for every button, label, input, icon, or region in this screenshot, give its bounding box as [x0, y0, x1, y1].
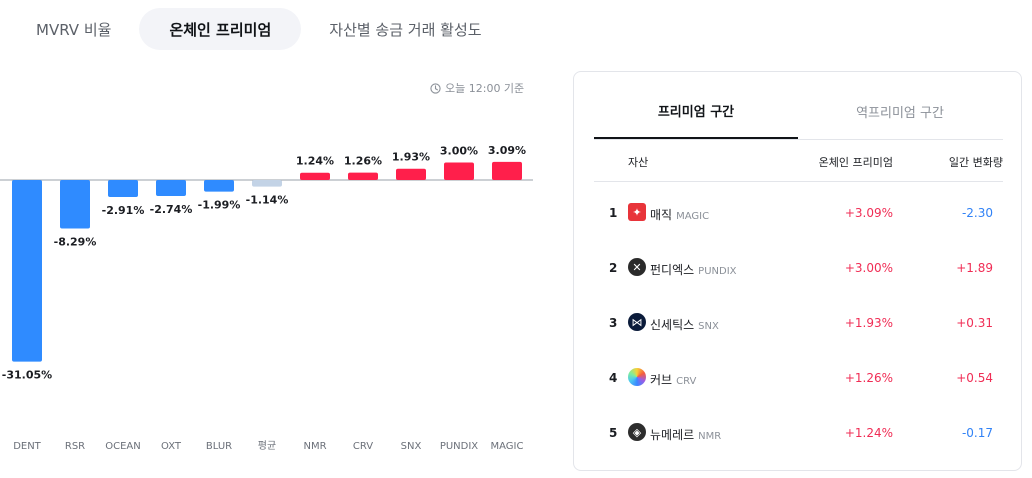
data-label: 3.09% — [488, 144, 526, 157]
daily-change-value: +0.54 — [956, 371, 993, 385]
header-premium: 온체인 프리미엄 — [818, 156, 893, 169]
x-tick-label: MAGIC — [491, 441, 524, 452]
table-row[interactable]: 2 ✕ 펀디엑스 PUNDIX +3.00% +1.89 — [594, 254, 1003, 284]
x-tick-label: 평균 — [258, 440, 276, 452]
table-row[interactable]: 4 커브 CRV +1.26% +0.54 — [594, 364, 1003, 394]
bar-ocean — [108, 180, 138, 198]
asset-name: 신세틱스 SNX — [650, 316, 719, 333]
asset-name: 매직 MAGIC — [650, 206, 709, 223]
data-label: -1.99% — [198, 199, 241, 212]
asset-symbol: PUNDIX — [698, 266, 737, 277]
tab-mvrv[interactable]: MVRV 비율 — [36, 20, 112, 39]
x-tick-label: SNX — [401, 441, 422, 452]
daily-change-value: +0.31 — [956, 316, 993, 330]
data-label: -2.74% — [150, 203, 193, 216]
x-tick-label: DENT — [13, 441, 41, 452]
asset-name-ko: 신세틱스 — [650, 318, 695, 332]
rank-number: 5 — [609, 426, 618, 440]
premium-value: +3.00% — [844, 261, 893, 275]
crv-coin-icon — [628, 368, 646, 386]
data-label: 3.00% — [440, 144, 478, 157]
clock-icon — [430, 82, 441, 94]
rank-number: 4 — [609, 371, 618, 385]
asset-name: 커브 CRV — [650, 371, 696, 388]
data-label: -1.14% — [246, 194, 289, 207]
updated-time: 오늘 12:00 기준 — [430, 80, 524, 96]
bar-pundix — [444, 162, 474, 180]
asset-symbol: SNX — [698, 321, 719, 332]
data-label: 1.24% — [296, 155, 334, 168]
asset-name: 펀디엑스 PUNDIX — [650, 261, 737, 278]
data-label: -8.29% — [54, 235, 97, 248]
ranking-panel: 프리미엄 구간 역프리미엄 구간 자산 온체인 프리미엄 일간 변화량 1 ✦ 매직… — [573, 71, 1022, 471]
bar-oxt — [156, 180, 186, 197]
panel-tabs: 프리미엄 구간 역프리미엄 구간 — [594, 72, 1003, 140]
x-tick-label: PUNDIX — [440, 441, 478, 452]
bar-magic — [492, 161, 522, 180]
x-tick-label: RSR — [65, 441, 85, 452]
snx-coin-icon: ⋈ — [628, 313, 646, 331]
updated-label: 오늘 12:00 기준 — [445, 82, 525, 95]
tab-bar: MVRV 비율 온체인 프리미엄 자산별 송금 거래 활성도 — [14, 8, 504, 50]
x-tick-label: OXT — [161, 441, 182, 452]
tab-onchain-premium[interactable]: 온체인 프리미엄 — [139, 8, 302, 50]
rank-number: 1 — [609, 206, 618, 220]
premium-value: +3.09% — [844, 206, 893, 220]
asset-symbol: MAGIC — [676, 211, 710, 222]
x-tick-label: OCEAN — [105, 441, 141, 452]
asset-name-ko: 펀디엑스 — [650, 263, 695, 277]
pundix-coin-icon: ✕ — [628, 258, 646, 276]
premium-value: +1.24% — [844, 426, 893, 440]
bar-dent — [12, 180, 42, 362]
rank-number: 2 — [609, 261, 618, 275]
bar-평균 — [252, 180, 282, 187]
asset-name-ko: 매직 — [650, 208, 673, 222]
premium-bar-chart: -31.05% DENT -8.29% RSR -2.91% OCEAN -2.74% OXT… — [0, 144, 533, 452]
data-label: -31.05% — [2, 369, 52, 382]
bar-blur — [204, 180, 234, 192]
bar-crv — [348, 172, 378, 180]
daily-change-value: +1.89 — [956, 261, 993, 275]
table-row[interactable]: 3 ⋈ 신세틱스 SNX +1.93% +0.31 — [594, 309, 1003, 339]
tab-premium-zone[interactable]: 프리미엄 구간 — [594, 72, 798, 139]
data-label: 1.26% — [344, 155, 382, 168]
x-tick-label: CRV — [353, 441, 373, 452]
daily-change-value: -0.17 — [961, 426, 993, 440]
magic-coin-icon: ✦ — [628, 203, 646, 221]
asset-name-ko: 뉴메레르 — [650, 428, 695, 442]
bar-rsr — [60, 180, 90, 229]
bar-snx — [396, 168, 426, 180]
data-label: -2.91% — [102, 204, 145, 217]
asset-symbol: NMR — [698, 431, 722, 442]
premium-value: +1.26% — [844, 371, 893, 385]
table-row[interactable]: 1 ✦ 매직 MAGIC +3.09% -2.30 — [594, 199, 1003, 229]
rank-number: 3 — [609, 316, 618, 330]
data-label: 1.93% — [392, 151, 430, 164]
daily-change-value: -2.30 — [961, 206, 993, 220]
nmr-coin-icon: ◈ — [628, 423, 646, 441]
premium-value: +1.93% — [844, 316, 893, 330]
asset-name-ko: 커브 — [650, 373, 673, 387]
asset-name: 뉴메레르 NMR — [650, 426, 721, 443]
x-tick-label: BLUR — [206, 441, 232, 452]
header-asset: 자산 — [628, 156, 649, 169]
header-change: 일간 변화량 — [948, 156, 1003, 169]
asset-symbol: CRV — [676, 376, 697, 387]
x-tick-label: NMR — [303, 441, 326, 452]
bar-nmr — [300, 172, 330, 180]
table-row[interactable]: 5 ◈ 뉴메레르 NMR +1.24% -0.17 — [594, 419, 1003, 449]
table-header: 자산 온체인 프리미엄 일간 변화량 — [594, 140, 1003, 182]
tab-reverse-premium-zone[interactable]: 역프리미엄 구간 — [856, 106, 944, 121]
tab-transfer-activity[interactable]: 자산별 송금 거래 활성도 — [329, 20, 482, 39]
